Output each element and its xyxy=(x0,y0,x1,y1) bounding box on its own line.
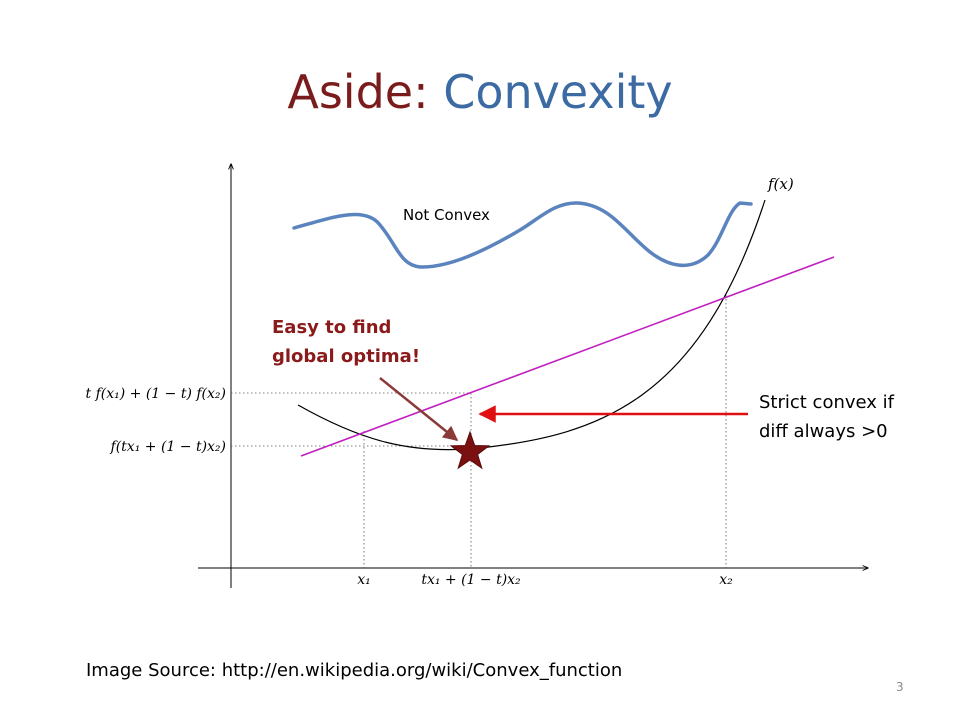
easy-label-line1: Easy to find xyxy=(272,317,391,338)
title-prefix: Aside: xyxy=(287,65,444,119)
title-main: Convexity xyxy=(443,65,673,119)
x-label-x2: x₂ xyxy=(719,572,733,588)
convex-curve xyxy=(297,199,766,451)
x-label-mid: tx₁ + (1 − t)x₂ xyxy=(421,572,521,588)
easy-arrow xyxy=(379,377,459,441)
strict-label-line1: Strict convex if xyxy=(759,392,895,413)
strict-label-line2: diff always >0 xyxy=(759,421,888,442)
easy-label-line2: global optima! xyxy=(272,346,420,367)
y-label-lower: f(tx₁ + (1 − t)x₂) xyxy=(110,439,226,455)
page-number: 3 xyxy=(896,680,904,694)
x-label-x1: x₁ xyxy=(357,572,371,588)
not-convex-label: Not Convex xyxy=(403,206,490,224)
y-label-upper: t f(x₁) + (1 − t) f(x₂) xyxy=(86,386,226,402)
image-source-caption: Image Source: http://en.wikipedia.org/wi… xyxy=(86,660,623,681)
nonconvex-curve xyxy=(292,201,753,269)
global-optimum-star xyxy=(449,430,491,470)
slide-title: Aside: Convexity xyxy=(0,62,960,122)
chord-line xyxy=(300,256,835,457)
function-label: f(x) xyxy=(767,175,794,193)
